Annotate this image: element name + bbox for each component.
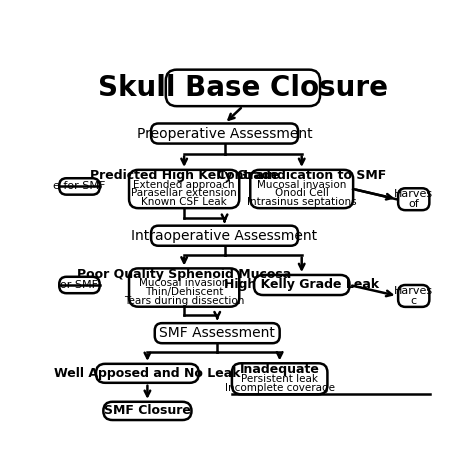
- Text: High Kelly Grade Leak: High Kelly Grade Leak: [224, 279, 379, 292]
- Text: e for SMF: e for SMF: [53, 182, 106, 191]
- FancyBboxPatch shape: [254, 275, 349, 295]
- Text: Harves: Harves: [394, 286, 433, 296]
- Text: Mucosal invasion: Mucosal invasion: [257, 180, 346, 190]
- Text: Onodi Cell: Onodi Cell: [275, 189, 328, 199]
- FancyBboxPatch shape: [155, 323, 280, 343]
- Text: Harves: Harves: [394, 190, 433, 200]
- Text: SMF Assessment: SMF Assessment: [159, 326, 275, 340]
- FancyBboxPatch shape: [129, 268, 239, 307]
- FancyBboxPatch shape: [59, 277, 100, 293]
- Text: Extended approach: Extended approach: [133, 180, 235, 190]
- Text: Persistent leak: Persistent leak: [241, 374, 318, 384]
- Text: or SMF: or SMF: [61, 280, 99, 290]
- FancyBboxPatch shape: [103, 402, 191, 420]
- Text: Inadequate: Inadequate: [240, 363, 319, 376]
- FancyBboxPatch shape: [151, 226, 298, 246]
- Text: Parasellar extension: Parasellar extension: [131, 189, 237, 199]
- Text: Intraoperative Assessment: Intraoperative Assessment: [131, 229, 318, 243]
- FancyBboxPatch shape: [398, 188, 429, 210]
- Text: Known CSF Leak: Known CSF Leak: [141, 197, 227, 207]
- FancyBboxPatch shape: [151, 124, 298, 144]
- Text: Poor Quality Sphenoid Mucosa: Poor Quality Sphenoid Mucosa: [77, 268, 292, 281]
- FancyBboxPatch shape: [59, 178, 100, 195]
- Text: Well Apposed and No Leak: Well Apposed and No Leak: [54, 367, 241, 380]
- FancyBboxPatch shape: [250, 170, 353, 208]
- FancyBboxPatch shape: [166, 70, 320, 106]
- Text: of: of: [409, 199, 419, 209]
- Text: SMF Closure: SMF Closure: [104, 404, 191, 418]
- Text: Predicted High Kelly Grade: Predicted High Kelly Grade: [90, 169, 279, 182]
- FancyBboxPatch shape: [129, 170, 239, 208]
- Text: Skull Base Closure: Skull Base Closure: [98, 74, 388, 102]
- Text: Tears during dissection: Tears during dissection: [124, 296, 244, 306]
- FancyBboxPatch shape: [96, 364, 199, 383]
- Text: Contraindication to SMF: Contraindication to SMF: [217, 169, 386, 182]
- Text: c: c: [410, 296, 417, 306]
- Text: Intrasinus septations: Intrasinus septations: [247, 197, 356, 207]
- Text: Incomplete coverage: Incomplete coverage: [225, 383, 335, 393]
- Text: Preoperative Assessment: Preoperative Assessment: [137, 127, 312, 140]
- FancyBboxPatch shape: [232, 363, 328, 394]
- Text: Thin/Dehiscent: Thin/Dehiscent: [145, 287, 223, 297]
- Text: Mucosal invasion: Mucosal invasion: [139, 278, 229, 288]
- FancyBboxPatch shape: [398, 285, 429, 307]
